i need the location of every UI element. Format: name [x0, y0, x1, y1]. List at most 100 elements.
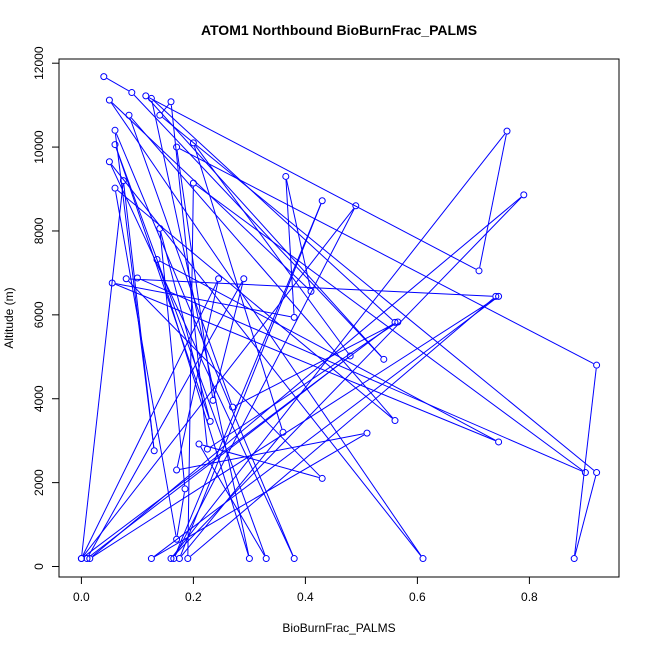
data-point — [307, 287, 315, 295]
series-segment — [110, 102, 422, 556]
data-point — [282, 172, 290, 180]
data-point — [173, 466, 181, 474]
data-point — [111, 126, 119, 134]
data-point — [352, 202, 360, 210]
data-point — [475, 267, 483, 275]
series-segment — [115, 283, 291, 318]
series-segment — [114, 133, 155, 448]
data-point — [156, 224, 164, 232]
series-segment — [574, 368, 597, 556]
data-point — [503, 127, 511, 135]
data-point — [346, 352, 354, 360]
data-point — [86, 555, 94, 563]
data-point — [279, 428, 287, 436]
data-point — [105, 96, 113, 104]
data-point — [581, 469, 589, 477]
series-segment — [111, 164, 422, 557]
data-point — [240, 275, 248, 283]
series-segment — [193, 146, 283, 430]
series-segment — [129, 118, 232, 404]
series-segment — [574, 475, 597, 556]
series-segment — [235, 323, 395, 406]
series-segment — [153, 100, 393, 321]
x-tick-label: 0.4 — [297, 590, 314, 604]
series-segment — [159, 260, 496, 441]
data-point — [245, 555, 253, 563]
series-segment — [129, 278, 493, 297]
x-tick-label: 0.8 — [521, 590, 538, 604]
data-point — [593, 361, 601, 369]
series-lines — [81, 77, 597, 558]
data-point — [189, 179, 197, 187]
series-segment — [285, 179, 295, 314]
data-point — [229, 403, 237, 411]
x-tick-label: 0.6 — [409, 590, 426, 604]
data-point — [122, 275, 130, 283]
series-segment — [130, 117, 394, 419]
data-point — [363, 429, 371, 437]
series-segment — [213, 282, 244, 398]
data-point — [119, 177, 127, 185]
data-point — [492, 292, 500, 300]
series-segment — [151, 101, 250, 556]
data-point — [495, 438, 503, 446]
data-point — [520, 191, 528, 199]
data-point — [83, 555, 91, 563]
series-segment — [88, 281, 243, 556]
data-point — [125, 111, 133, 119]
series-segment — [159, 231, 186, 486]
data-point — [290, 313, 298, 321]
series-segment — [172, 133, 506, 557]
data-point — [105, 158, 113, 166]
series-segment — [154, 434, 365, 558]
y-tick-label: 2000 — [32, 469, 46, 496]
series-segment — [153, 298, 497, 557]
data-point — [290, 555, 298, 563]
series-segment — [174, 208, 355, 556]
data-point — [262, 555, 270, 563]
data-point — [167, 98, 175, 106]
series-segment — [187, 186, 194, 556]
series-segment — [195, 145, 349, 354]
series-segment — [92, 297, 496, 558]
data-point — [100, 73, 108, 81]
series-segment — [174, 203, 322, 556]
x-axis: 0.0 0.2 0.4 0.6 0.8 — [73, 576, 538, 604]
y-tick-label: 4000 — [32, 385, 46, 412]
data-point — [147, 555, 155, 563]
data-point — [318, 474, 326, 482]
series-segment — [83, 208, 355, 557]
series-segment — [115, 147, 210, 419]
series-segment — [176, 492, 185, 536]
data-point — [209, 396, 217, 404]
series-segment — [181, 434, 282, 557]
data-point — [593, 469, 601, 477]
data-point — [391, 417, 399, 425]
series-segment — [162, 117, 595, 471]
data-point — [150, 447, 158, 455]
x-tick-label: 0.0 — [73, 590, 90, 604]
data-point — [419, 555, 427, 563]
y-tick-label: 8000 — [32, 217, 46, 244]
data-point — [181, 485, 189, 493]
data-point — [570, 555, 578, 563]
series-segment — [128, 280, 321, 477]
series-segment — [190, 298, 494, 557]
data-point — [173, 143, 181, 151]
data-point — [318, 197, 326, 205]
data-point — [391, 318, 399, 326]
data-point — [167, 555, 175, 563]
series-segment — [179, 148, 594, 365]
series-segment — [147, 98, 382, 358]
series-segment — [200, 446, 265, 556]
y-tick-label: 12000 — [32, 46, 46, 80]
data-point — [133, 274, 141, 282]
data-point — [203, 445, 211, 453]
series-segment — [117, 190, 393, 419]
data-point — [173, 535, 181, 543]
y-axis: 0 2000 4000 6000 8000 10000 12000 — [32, 46, 60, 570]
data-point — [215, 275, 223, 283]
data-point — [195, 440, 203, 448]
y-axis-label: Altitude (m) — [2, 287, 16, 348]
